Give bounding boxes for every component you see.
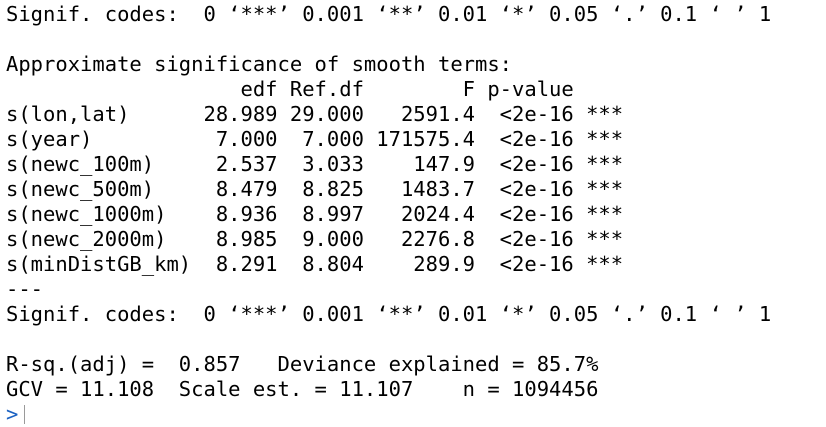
blank-line-2 [6,327,822,352]
signif-codes-line-2: Signif. codes: 0 ‘***’ 0.001 ‘**’ 0.01 ‘… [6,302,772,326]
gcv-scale-line: GCV = 11.108 Scale est. = 11.107 n = 109… [6,377,599,401]
table-row-newc-500m: s(newc_500m) 8.479 8.825 1483.7 <2e-16 *… [6,177,624,201]
table-row-newc-1000m: s(newc_1000m) 8.936 8.997 2024.4 <2e-16 … [6,202,624,226]
table-header-row: edf Ref.df F p-value [6,77,624,101]
table-row-year: s(year) 7.000 7.000 171575.4 <2e-16 *** [6,127,624,151]
table-row-newc-100m: s(newc_100m) 2.537 3.033 147.9 <2e-16 **… [6,152,624,176]
table-row-newc-2000m: s(newc_2000m) 8.985 9.000 2276.8 <2e-16 … [6,227,624,251]
blank-line [6,27,822,52]
signif-codes-line: Signif. codes: 0 ‘***’ 0.001 ‘**’ 0.01 ‘… [6,2,772,26]
table-row-lon-lat: s(lon,lat) 28.989 29.000 2591.4 <2e-16 *… [6,102,624,126]
r-console-output[interactable]: Signif. codes: 0 ‘***’ 0.001 ‘**’ 0.01 ‘… [6,2,822,427]
rsq-deviance-line: R-sq.(adj) = 0.857 Deviance explained = … [6,352,599,376]
table-row-mindistgb-km: s(minDistGB_km) 8.291 8.804 289.9 <2e-16… [6,252,624,276]
smooth-terms-heading: Approximate significance of smooth terms… [6,52,513,76]
console-input-line[interactable]: > [6,402,822,427]
prompt-symbol: > [6,402,19,426]
text-cursor [24,405,26,424]
separator-line: --- [6,277,44,301]
